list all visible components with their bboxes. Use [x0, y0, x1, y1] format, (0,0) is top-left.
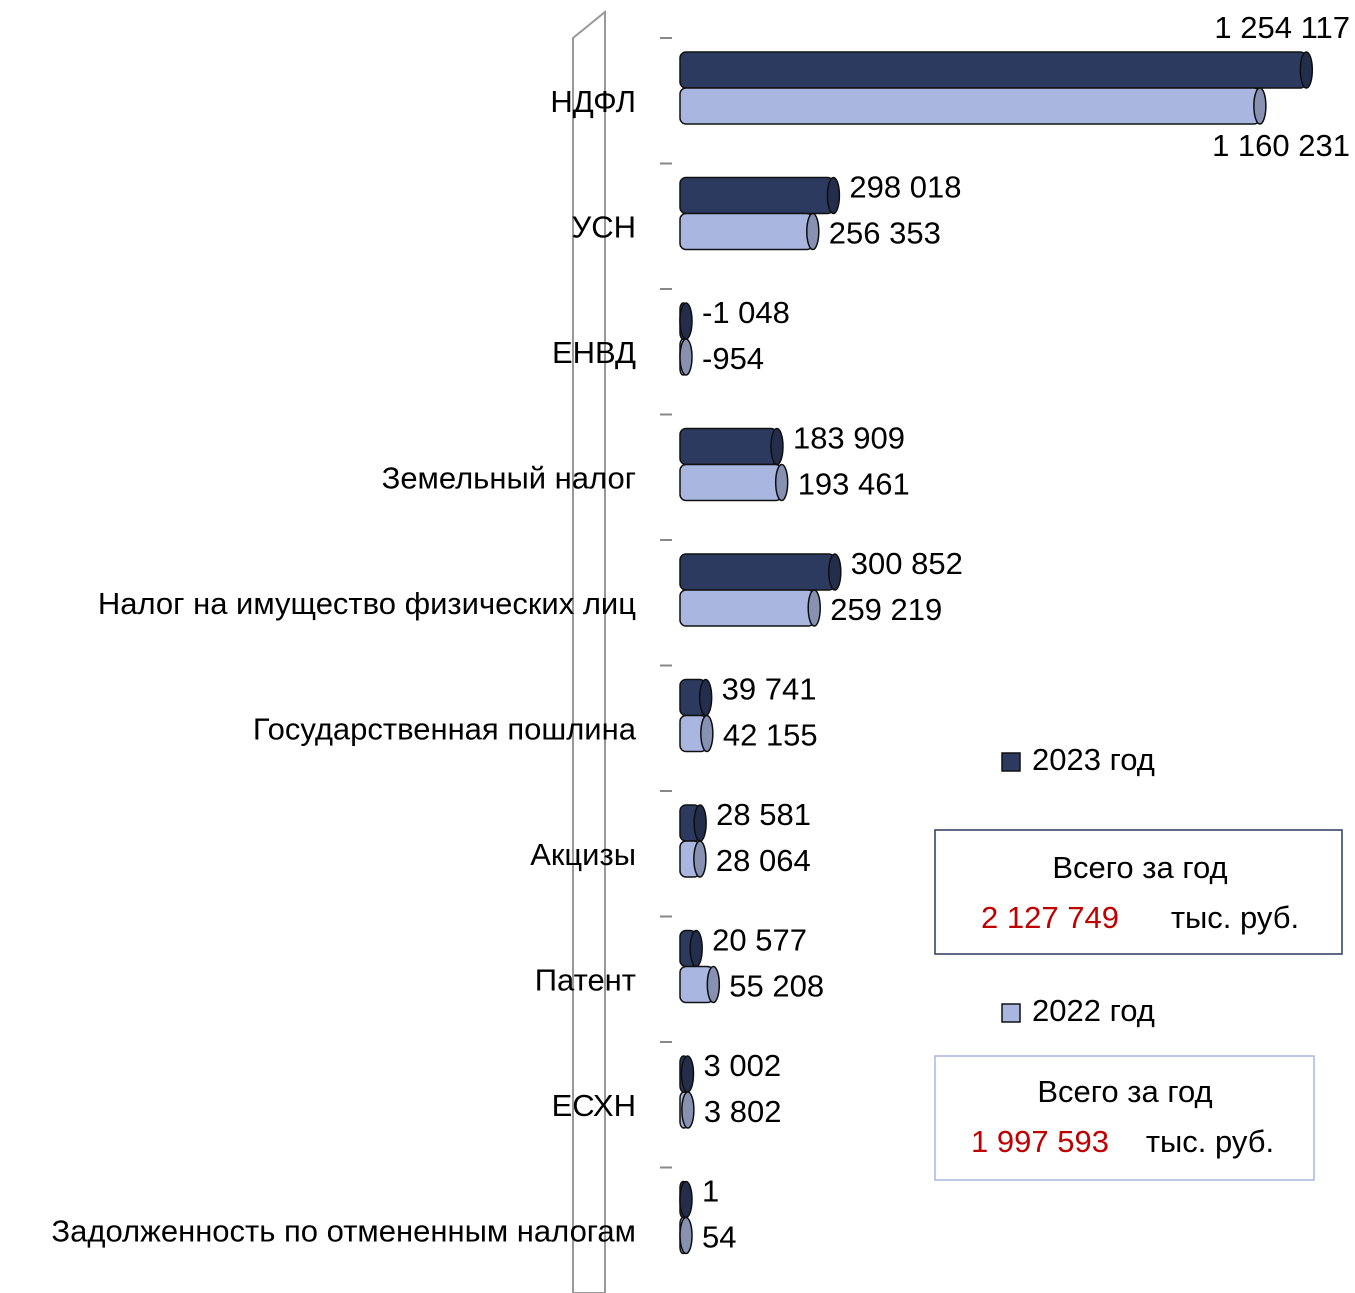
data-label: 42 155	[723, 718, 818, 753]
y-tick-label: Налог на имущество физических лиц	[98, 586, 636, 621]
bar	[679, 87, 1261, 125]
y-tick-label: Государственная пошлина	[253, 712, 637, 747]
data-label: 3 802	[704, 1094, 782, 1129]
y-tick-label: Патент	[535, 963, 636, 998]
bar	[679, 553, 836, 591]
legend-swatch	[1001, 1003, 1021, 1023]
bar	[679, 212, 814, 251]
bar-cap	[700, 714, 714, 753]
y-tick-label: Задолженность по отмененным налогам	[51, 1214, 636, 1249]
data-label: 1	[702, 1174, 719, 1209]
legend-label: 2023 год	[1032, 742, 1155, 777]
total-value: 1 997 593	[971, 1124, 1109, 1159]
legend-swatch	[1001, 752, 1021, 772]
bar-cap	[679, 338, 693, 376]
data-label: 28 581	[716, 797, 811, 832]
bar-cap	[826, 176, 841, 215]
data-label: 1 254 117	[1214, 10, 1350, 45]
data-label: 300 852	[851, 546, 963, 581]
bar-cap	[689, 929, 703, 968]
total-unit: тыс. руб.	[1146, 1124, 1274, 1159]
bar-cap	[1299, 51, 1314, 89]
total-box	[934, 829, 1343, 955]
bar	[679, 463, 783, 502]
bar	[679, 427, 778, 466]
y-tick-label: НДФЛ	[550, 84, 636, 119]
panel-decoration	[572, 9, 606, 1293]
y-tick-label: УСН	[572, 210, 636, 245]
data-label: 20 577	[712, 923, 807, 958]
legend-label: 2022 год	[1032, 993, 1155, 1028]
data-label: 3 002	[703, 1048, 781, 1083]
bar-cap	[680, 1055, 695, 1093]
data-label: 54	[702, 1220, 736, 1255]
total-box	[934, 1055, 1315, 1181]
y-tick-label: Земельный налог	[382, 461, 636, 496]
data-label: -954	[702, 341, 764, 376]
data-label: 298 018	[849, 170, 961, 205]
bar-cap	[806, 212, 820, 251]
bar-cap	[770, 427, 784, 466]
bar-cap	[693, 840, 707, 878]
data-label: 39 741	[722, 672, 817, 707]
data-label: 193 461	[798, 467, 910, 502]
data-label: 55 208	[729, 969, 824, 1004]
total-title: Всего за год	[1037, 1074, 1212, 1109]
data-label: -1 048	[702, 295, 790, 330]
bar	[679, 51, 1308, 89]
bar-cap	[681, 1091, 695, 1129]
bar-cap	[706, 965, 721, 1004]
y-tick-label: ЕНВД	[552, 335, 636, 370]
total-title: Всего за год	[1052, 850, 1227, 885]
data-label: 28 064	[716, 843, 811, 878]
bar-cap	[693, 804, 707, 842]
bar-cap	[828, 553, 842, 591]
data-label: 256 353	[829, 216, 941, 251]
y-tick-label: Акцизы	[530, 837, 636, 872]
bar-cap	[698, 678, 713, 717]
bar-cap	[1253, 87, 1267, 125]
total-unit: тыс. руб.	[1171, 900, 1299, 935]
bar-cap	[774, 463, 789, 502]
y-tick-label: ЕСХН	[552, 1088, 636, 1123]
bar-cap	[679, 1180, 693, 1219]
data-label: 1 160 231	[1212, 128, 1350, 163]
bar	[679, 176, 835, 215]
bar	[679, 589, 815, 627]
bar-cap	[679, 302, 693, 340]
bar-cap	[807, 589, 821, 627]
data-label: 259 219	[830, 592, 942, 627]
total-value: 2 127 749	[981, 900, 1119, 935]
bar-cap	[679, 1216, 693, 1255]
data-label: 183 909	[793, 421, 905, 456]
